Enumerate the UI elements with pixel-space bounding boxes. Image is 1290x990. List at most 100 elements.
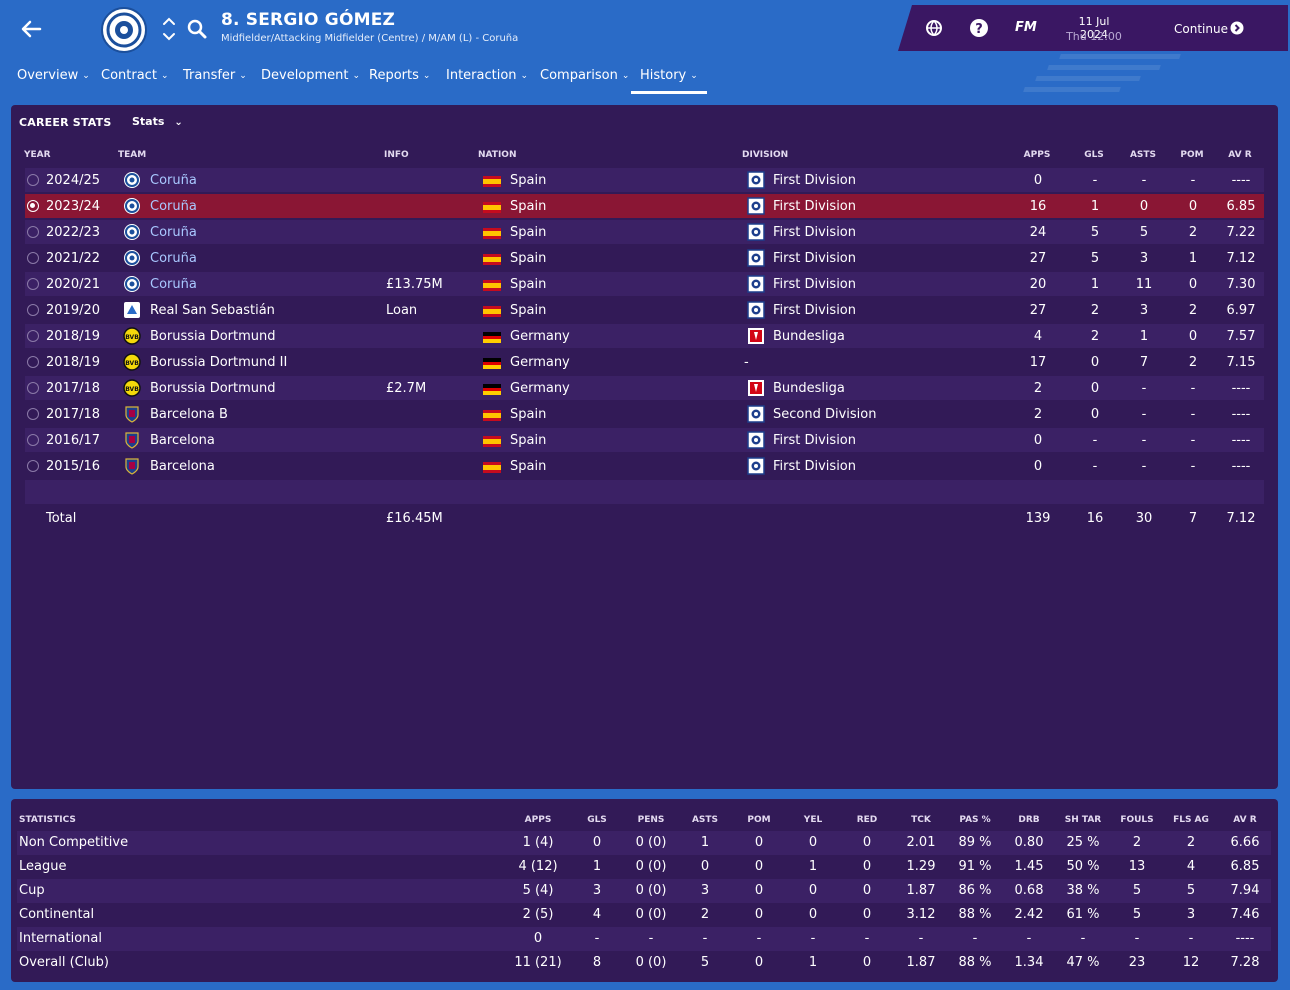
world-icon[interactable] [924,18,944,38]
stats-col-header[interactable]: FLS AG [1173,815,1209,825]
division-link[interactable]: First Division [773,251,856,266]
tab-reports[interactable]: Reports ⌄ [369,68,431,83]
col-header-pom[interactable]: POM [1180,150,1204,160]
team-link[interactable]: Real San Sebastián [150,303,275,318]
radio-icon[interactable] [27,304,39,316]
col-header-avr[interactable]: AV R [1228,150,1252,160]
help-icon[interactable]: ? [969,18,989,38]
radio-icon[interactable] [27,226,39,238]
career-row[interactable]: 2018/19 Borussia Dortmund Germany Bundes… [25,324,1264,348]
career-row[interactable]: 2018/19 Borussia Dortmund II Germany - 1… [25,350,1264,374]
tab-comparison[interactable]: Comparison ⌄ [540,68,630,83]
career-row[interactable]: 2024/25 Coruña Spain First Division 0 - … [25,168,1264,192]
continue-arrow-icon[interactable] [1230,21,1244,35]
career-row[interactable]: 2017/18 Borussia Dortmund £2.7M Germany … [25,376,1264,400]
col-header-gls[interactable]: GLS [1084,150,1104,160]
stats-col-header[interactable]: FOULS [1120,815,1154,825]
col-header-year[interactable]: YEAR [24,150,51,160]
career-row[interactable]: 2017/18 Barcelona B Spain Second Divisio… [25,402,1264,426]
nation-link[interactable]: Spain [510,433,547,448]
col-header-nation[interactable]: NATION [478,150,517,160]
col-header-division[interactable]: DIVISION [742,150,789,160]
career-row[interactable]: 2020/21 Coruña £13.75M Spain First Divis… [25,272,1264,296]
career-row[interactable]: 2016/17 Barcelona Spain First Division 0… [25,428,1264,452]
team-link[interactable]: Coruña [150,199,197,214]
stats-col-header[interactable]: ASTS [691,815,719,825]
career-row[interactable]: 2015/16 Barcelona Spain First Division 0… [25,454,1264,478]
back-arrow-icon[interactable] [16,14,46,44]
nation-link[interactable]: Spain [510,173,547,188]
radio-icon[interactable] [27,382,39,394]
col-header-info[interactable]: INFO [384,150,409,160]
nation-link[interactable]: Spain [510,225,547,240]
team-link[interactable]: Barcelona [150,459,215,474]
team-link[interactable]: Borussia Dortmund [150,381,276,396]
team-link[interactable]: Coruña [150,173,197,188]
radio-icon[interactable] [27,174,39,186]
stats-col-header[interactable]: GLS [587,815,607,825]
nation-link[interactable]: Spain [510,251,547,266]
continue-button[interactable]: Continue [1174,22,1228,36]
radio-icon[interactable] [27,356,39,368]
col-header-team[interactable]: TEAM [118,150,147,160]
stats-col-header[interactable]: POM [747,815,771,825]
division-link[interactable]: Bundesliga [773,329,845,344]
nation-link[interactable]: Spain [510,199,547,214]
team-link[interactable]: Coruña [150,225,197,240]
team-link[interactable]: Borussia Dortmund II [150,355,288,370]
tab-contract[interactable]: Contract ⌄ [101,68,169,83]
stats-col-header[interactable]: AV R [1233,815,1257,825]
stats-dropdown[interactable]: Stats ⌄ [132,115,183,128]
radio-icon[interactable] [27,434,39,446]
division-link[interactable]: - [744,355,749,370]
career-row[interactable]: 2023/24 Coruña Spain First Division 16 1… [25,194,1264,218]
col-header-apps[interactable]: APPS [1023,150,1051,160]
up-down-arrows-icon[interactable] [160,14,178,44]
nation-link[interactable]: Germany [510,329,570,344]
tab-development[interactable]: Development ⌄ [261,68,361,83]
stats-col-header[interactable]: DRB [1018,815,1040,825]
division-link[interactable]: First Division [773,433,856,448]
radio-icon[interactable] [27,330,39,342]
tab-history[interactable]: History ⌄ [631,68,707,94]
division-link[interactable]: First Division [773,173,856,188]
col-header-asts[interactable]: ASTS [1129,150,1157,160]
search-icon[interactable] [186,18,208,40]
nation-link[interactable]: Germany [510,355,570,370]
division-link[interactable]: First Division [773,277,856,292]
career-row[interactable]: 2021/22 Coruña Spain First Division 27 5… [25,246,1264,270]
stats-col-header[interactable]: PENS [637,815,665,825]
fm-logo[interactable]: FM [1015,20,1037,35]
team-link[interactable]: Barcelona B [150,407,228,422]
nation-link[interactable]: Spain [510,407,547,422]
nation-link[interactable]: Spain [510,277,547,292]
tab-overview[interactable]: Overview ⌄ [17,68,90,83]
nation-link[interactable]: Spain [510,459,547,474]
division-link[interactable]: Bundesliga [773,381,845,396]
stats-col-header[interactable]: PAS % [959,815,991,825]
stats-col-header[interactable]: APPS [524,815,552,825]
radio-icon[interactable] [27,408,39,420]
radio-icon[interactable] [27,278,39,290]
division-link[interactable]: First Division [773,303,856,318]
tab-interaction[interactable]: Interaction ⌄ [446,68,529,83]
team-link[interactable]: Coruña [150,251,197,266]
division-link[interactable]: First Division [773,459,856,474]
division-link[interactable]: First Division [773,225,856,240]
nation-link[interactable]: Germany [510,381,570,396]
radio-icon[interactable] [27,252,39,264]
team-link[interactable]: Barcelona [150,433,215,448]
radio-icon[interactable] [27,200,39,212]
tab-transfer[interactable]: Transfer ⌄ [183,68,247,83]
stats-col-header[interactable]: TCK [911,815,931,825]
stats-col-header[interactable]: RED [856,815,878,825]
division-link[interactable]: Second Division [773,407,877,422]
stats-col-header[interactable]: YEL [803,815,823,825]
career-row[interactable]: 2022/23 Coruña Spain First Division 24 5… [25,220,1264,244]
division-link[interactable]: First Division [773,199,856,214]
team-link[interactable]: Coruña [150,277,197,292]
nation-link[interactable]: Spain [510,303,547,318]
career-row[interactable]: 2019/20 Real San Sebastián Loan Spain Fi… [25,298,1264,322]
stats-col-header[interactable]: SH TAR [1064,815,1102,825]
radio-icon[interactable] [27,460,39,472]
